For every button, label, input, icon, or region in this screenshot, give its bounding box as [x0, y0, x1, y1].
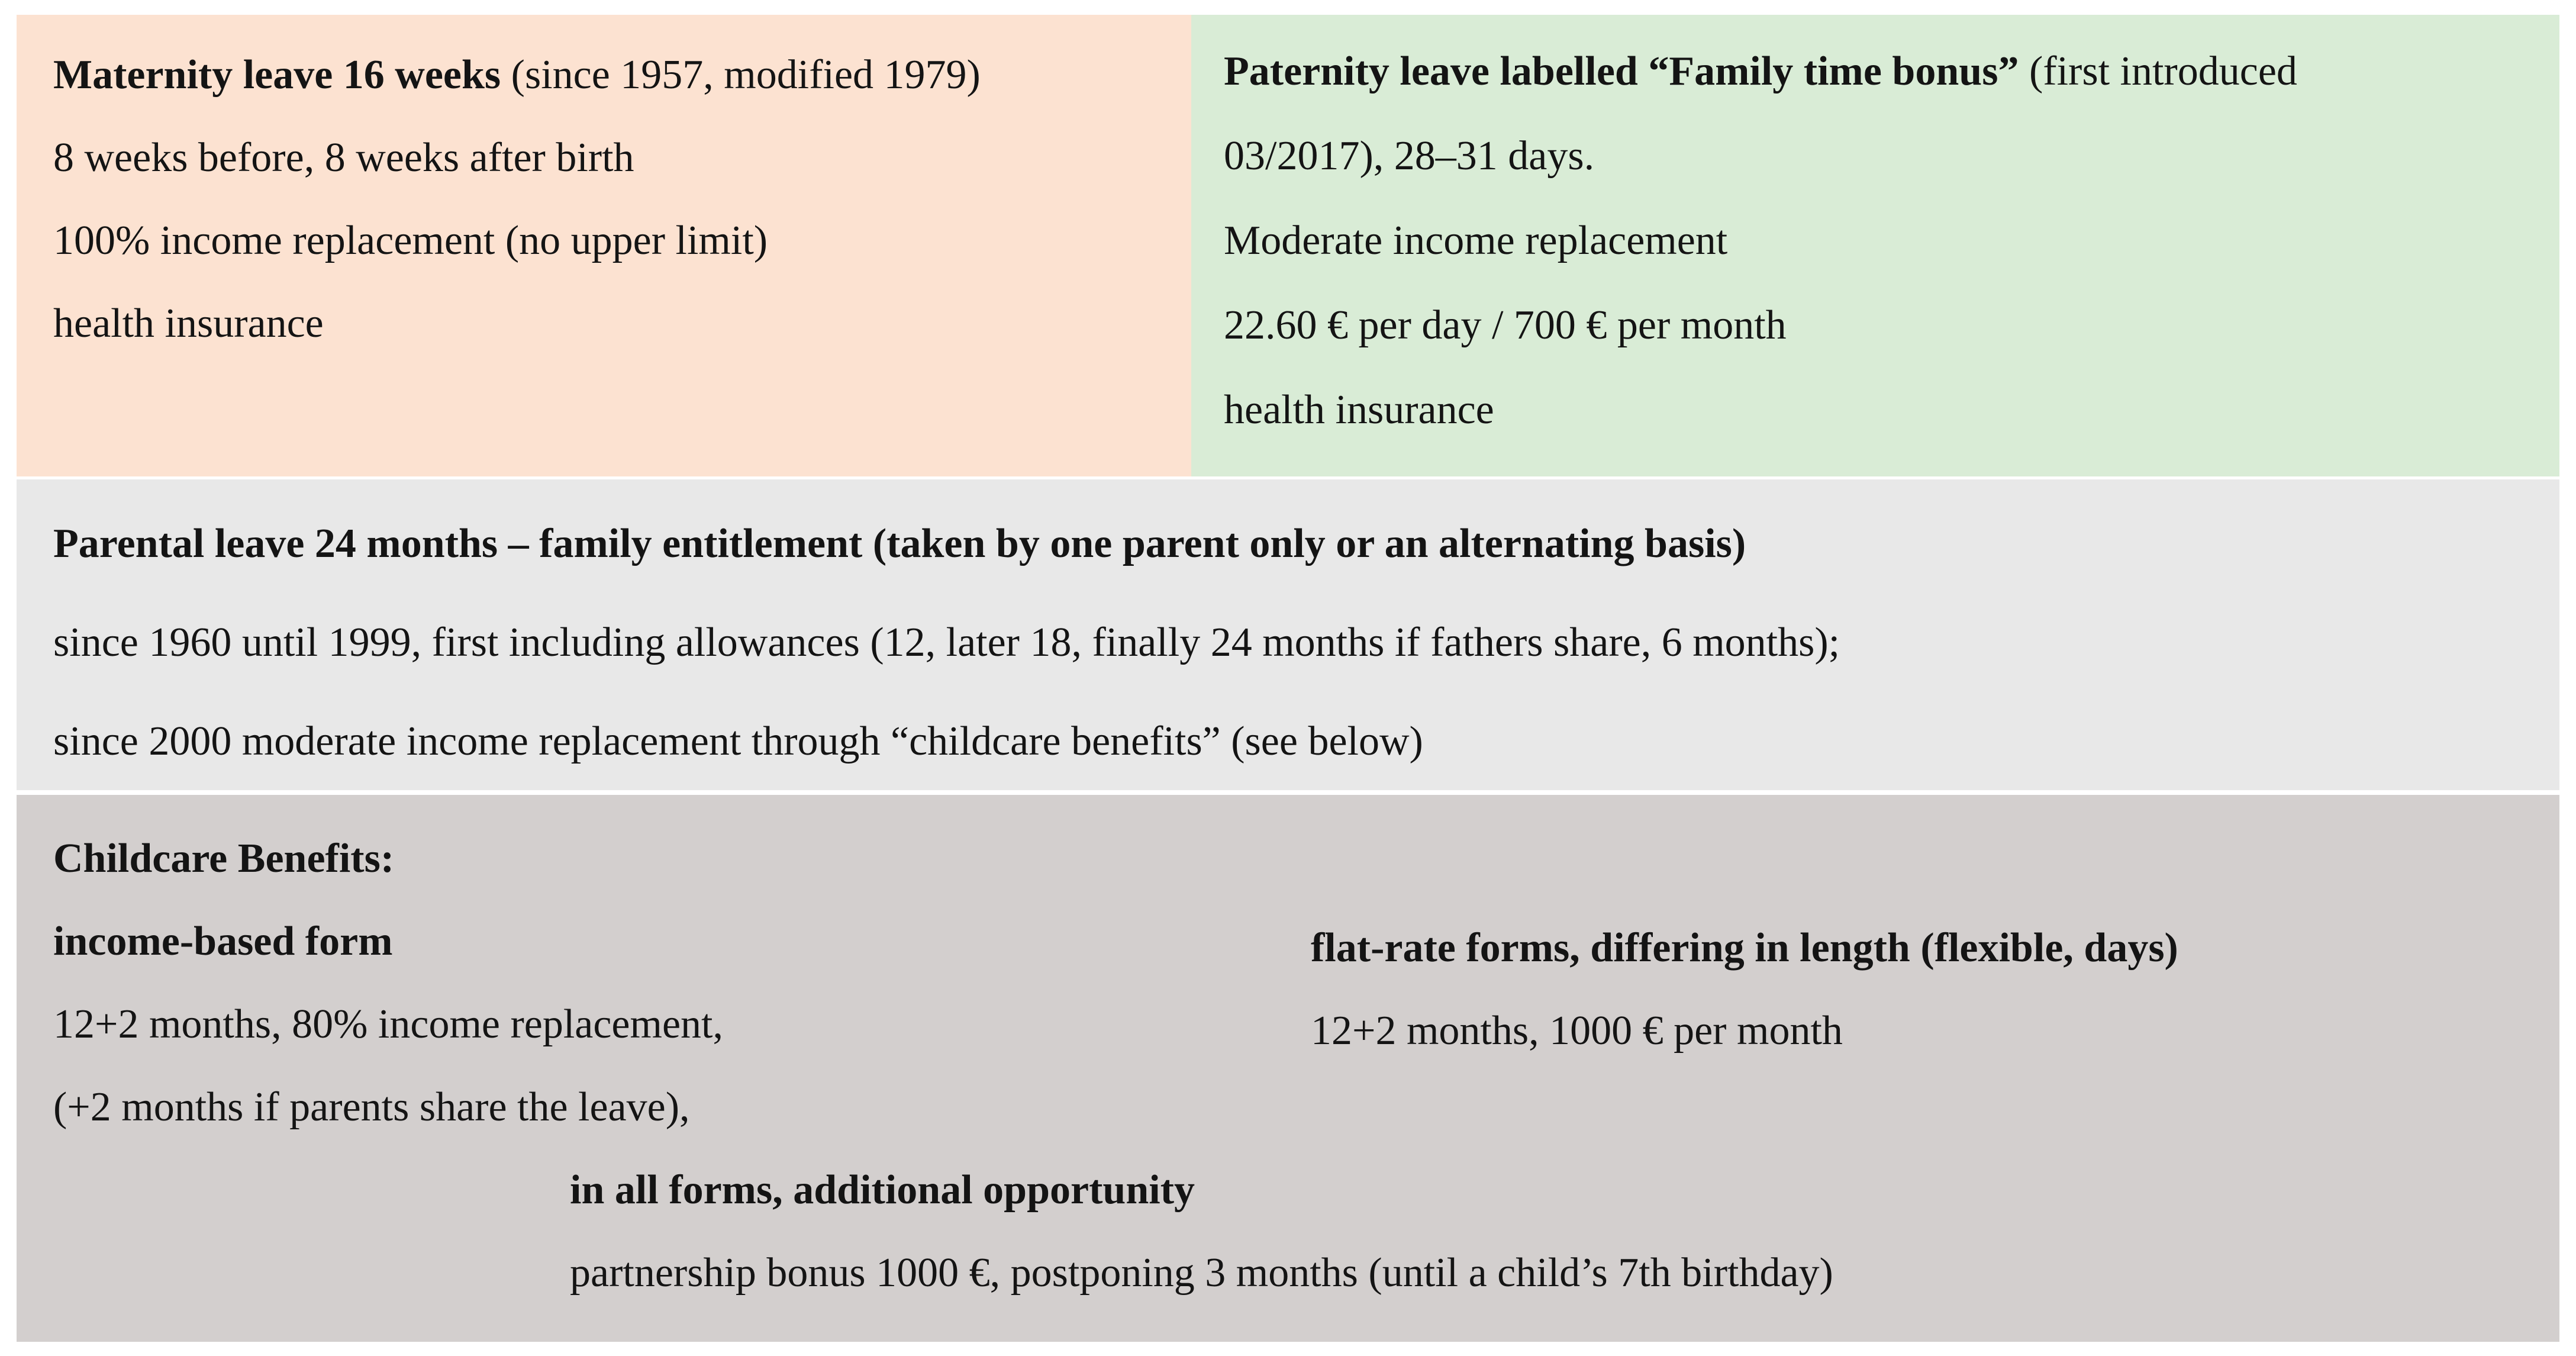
- paternity-replacement-line: Moderate income replacement: [1224, 218, 1728, 263]
- all-forms-heading: in all forms, additional opportunity: [570, 1167, 1195, 1213]
- flat-rate-heading: flat-rate forms, differing in length (fl…: [1311, 925, 2178, 971]
- flat-rate-terms-line: 12+2 months, 1000 € per month: [1311, 1008, 1843, 1054]
- row-separator: [17, 790, 2559, 795]
- paternity-title-line: Paternity leave labelled “Family time bo…: [1224, 29, 2548, 114]
- paternity-insurance-line: health insurance: [1224, 387, 1494, 433]
- parental-leave-cell: Parental leave 24 months – family entitl…: [17, 479, 2559, 790]
- income-based-sharing-line: (+2 months if parents share the leave),: [53, 1084, 690, 1130]
- maternity-title-bold: Maternity leave 16 weeks: [53, 52, 501, 98]
- flat-rate-column: flat-rate forms, differing in length (fl…: [1311, 907, 2178, 1072]
- maternity-title-line: Maternity leave 16 weeks (since 1957, mo…: [53, 34, 1179, 117]
- income-based-heading: income-based form: [53, 919, 393, 964]
- maternity-leave-cell: Maternity leave 16 weeks (since 1957, mo…: [17, 15, 1191, 476]
- paternity-title-bold: Paternity leave labelled “Family time bo…: [1224, 49, 2019, 94]
- maternity-duration-line: 8 weeks before, 8 weeks after birth: [53, 135, 634, 181]
- parental-history-line: since 1960 until 1999, first including a…: [53, 620, 1840, 665]
- maternity-insurance-line: health insurance: [53, 301, 324, 346]
- top-row: Maternity leave 16 weeks (since 1957, mo…: [17, 15, 2559, 476]
- parental-since2000-line: since 2000 moderate income replacement t…: [53, 719, 1423, 764]
- paternity-amount-line: 22.60 € per day / 700 € per month: [1224, 302, 1787, 348]
- paternity-intro-date-line: 03/2017), 28–31 days.: [1224, 133, 1595, 179]
- partnership-bonus-line: partnership bonus 1000 €, postponing 3 m…: [570, 1250, 1833, 1296]
- paternity-title-rest: (first introduced: [2019, 49, 2297, 94]
- childcare-title-line: Childcare Benefits:: [53, 836, 395, 881]
- maternity-title-rest: (since 1957, modified 1979): [501, 52, 981, 98]
- leave-policy-table: Maternity leave 16 weeks (since 1957, mo…: [17, 15, 2559, 1342]
- childcare-benefits-cell: Childcare Benefits: income-based form 12…: [17, 795, 2559, 1342]
- income-based-terms-line: 12+2 months, 80% income replacement,: [53, 1001, 723, 1047]
- parental-title-line: Parental leave 24 months – family entitl…: [53, 521, 1746, 566]
- paternity-leave-cell: Paternity leave labelled “Family time bo…: [1191, 15, 2559, 476]
- maternity-replacement-line: 100% income replacement (no upper limit): [53, 218, 768, 263]
